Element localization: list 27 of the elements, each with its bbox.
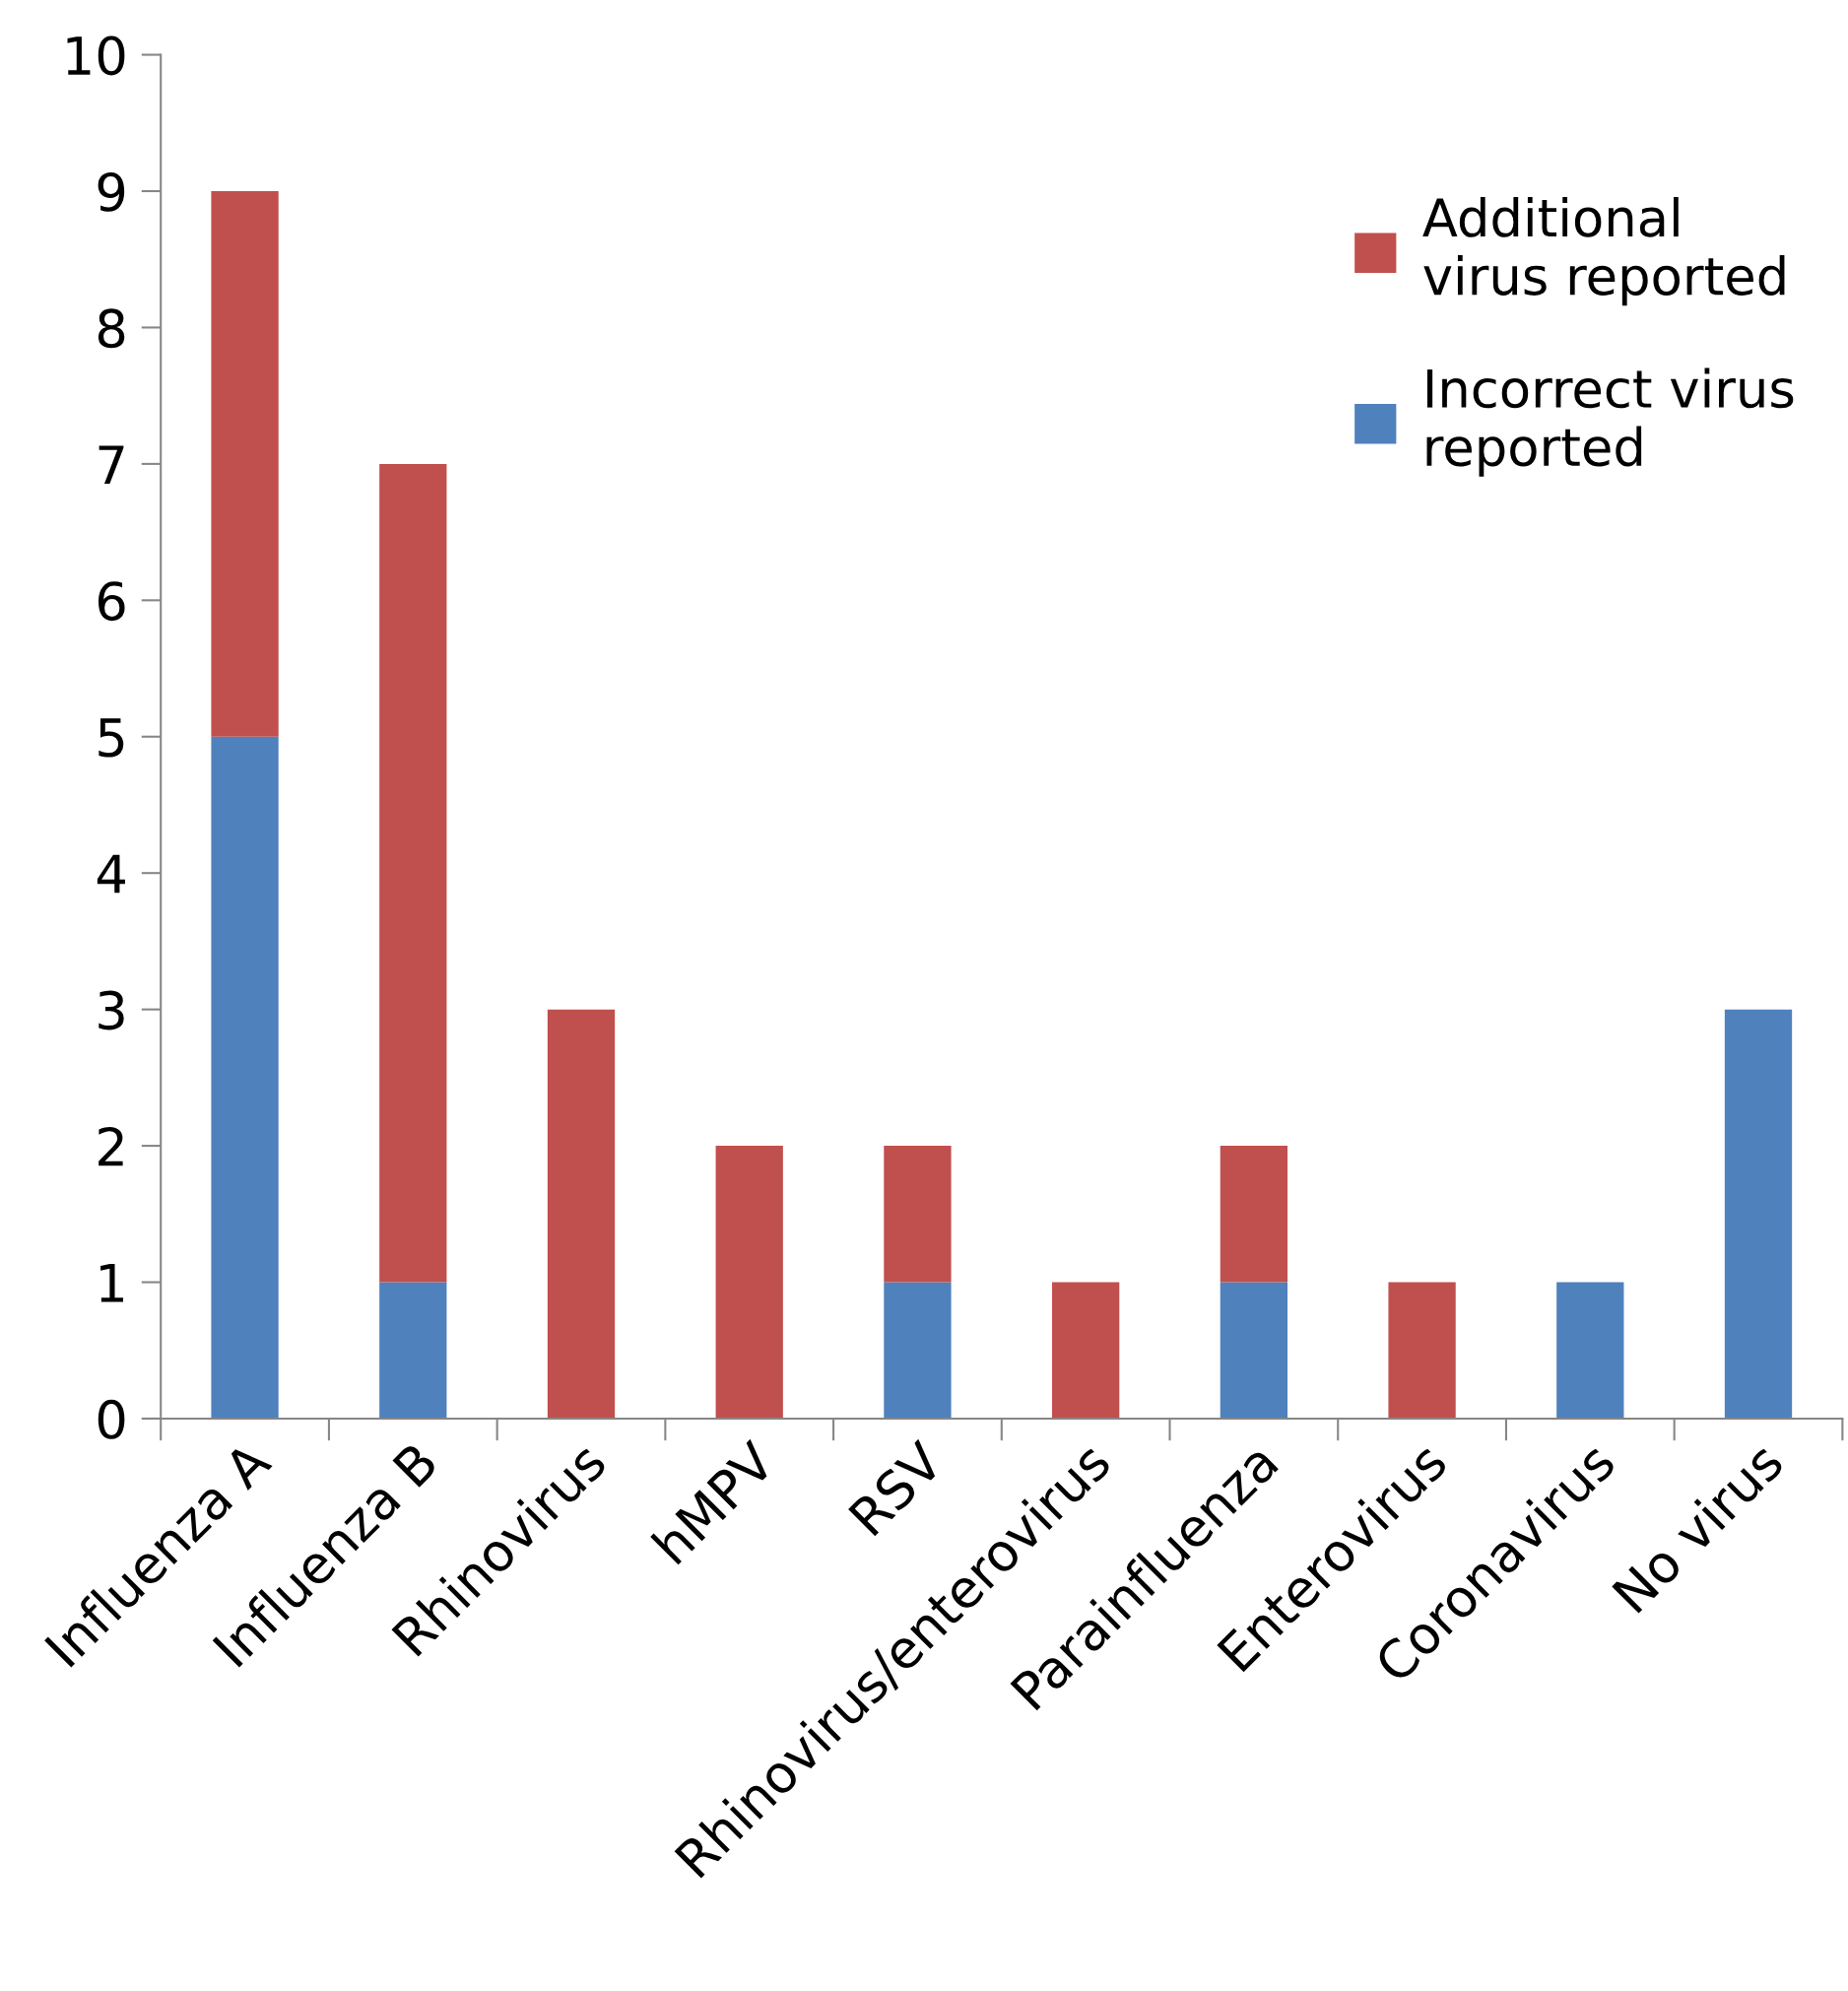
y-tick-label: 3 <box>99 990 124 1030</box>
bar <box>1220 1146 1288 1283</box>
bar <box>1220 1282 1288 1419</box>
legend-label: Incorrect virus reported <box>1426 367 1794 477</box>
bar <box>1052 1282 1120 1419</box>
y-tick-label: 6 <box>98 581 125 622</box>
y-tick-label: 9 <box>98 171 125 212</box>
bar <box>884 1146 952 1283</box>
bar <box>1556 1282 1624 1419</box>
bar <box>884 1282 952 1419</box>
y-tick-label: 2 <box>99 1126 123 1166</box>
y-tick-label: 10 <box>67 35 125 76</box>
bar <box>715 1146 783 1419</box>
bar <box>547 1009 616 1419</box>
y-tick-label: 5 <box>99 718 124 758</box>
bar <box>211 191 279 737</box>
y-tick-label: 7 <box>99 445 124 484</box>
bar <box>1724 1009 1793 1419</box>
bar <box>1388 1282 1456 1419</box>
y-tick-label: 4 <box>97 854 125 894</box>
y-tick-label: 8 <box>98 308 125 349</box>
bar <box>379 463 447 1283</box>
bar <box>211 736 279 1419</box>
legend-label: Additional virus reported <box>1422 196 1785 306</box>
bar <box>379 1282 447 1419</box>
y-tick-label: 0 <box>98 1399 125 1439</box>
y-tick-label: 1 <box>100 1264 123 1302</box>
